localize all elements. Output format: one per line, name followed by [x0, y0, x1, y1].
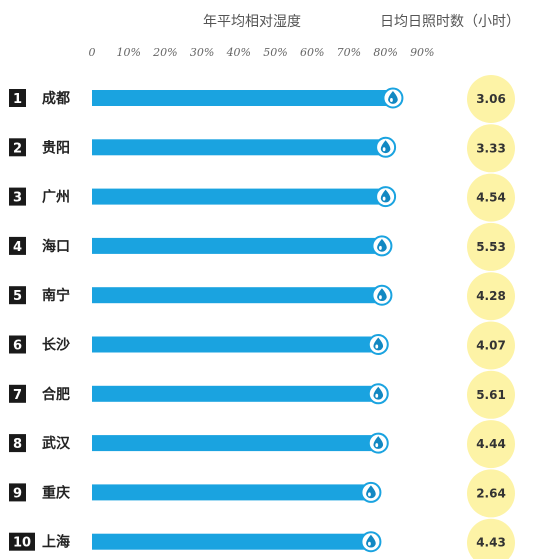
humidity-title: 年平均相对湿度	[203, 14, 301, 30]
rank-badge	[9, 236, 26, 255]
rank-label: 7	[13, 388, 22, 403]
rank-badge	[9, 335, 26, 354]
sunshine-value: 4.07	[476, 339, 506, 353]
sun-circle	[467, 173, 515, 222]
water-drop-shine	[375, 393, 379, 398]
city-label: 海口	[42, 238, 70, 255]
sunshine-value: 4.28	[476, 289, 506, 303]
city-label: 广州	[42, 189, 70, 206]
x-tick-label: 40%	[226, 46, 251, 59]
x-tick-label: 10%	[116, 46, 140, 59]
x-tick-label: 20%	[152, 46, 177, 59]
sun-circle	[467, 222, 515, 271]
sunshine-value: 3.06	[476, 92, 506, 106]
humidity-bar	[92, 484, 371, 501]
sunshine-value: 3.33	[476, 141, 506, 155]
water-drop-shine	[382, 147, 386, 152]
sunshine-value: 4.54	[476, 191, 506, 205]
sun-circle	[467, 469, 515, 518]
rank-label: 3	[13, 191, 22, 206]
x-tick-label: 80%	[373, 46, 397, 59]
city-label: 重庆	[42, 484, 70, 501]
rank-badge	[9, 187, 26, 206]
rank-label: 1	[13, 92, 22, 107]
water-drop-shine	[379, 245, 382, 250]
chart-rows: 1 成都 3.06 2 贵阳 3.33 3 广州 4.54 4 海口 5.53 5 南宁 4.28 6 长沙 4.…	[9, 75, 515, 559]
chart-row: 3 广州 4.54	[9, 173, 515, 222]
humidity-bar	[92, 237, 382, 254]
rank-badge	[9, 532, 35, 551]
sun-circle	[467, 272, 515, 321]
x-tick-label: 50%	[263, 46, 287, 59]
chart-row: 6 长沙 4.07	[9, 321, 515, 370]
chart-row: 10 上海 4.43	[9, 518, 515, 559]
x-axis-ticks: 0 10% 20% 30% 40% 50% 60% 70% 80% 90%	[89, 46, 435, 59]
rank-label: 8	[13, 437, 22, 452]
humidity-bar	[92, 533, 371, 550]
sunshine-value: 4.43	[476, 536, 506, 550]
sun-circle	[467, 420, 515, 469]
sun-circle	[467, 75, 515, 123]
water-drop-shine	[368, 541, 371, 546]
rank-badge	[9, 138, 26, 157]
rank-badge	[9, 483, 26, 502]
water-drop-shine	[382, 196, 386, 201]
water-drop-shine	[375, 344, 379, 349]
x-tick-label: 70%	[337, 46, 361, 59]
city-label: 贵阳	[42, 139, 70, 156]
sunshine-value: 5.53	[476, 240, 506, 254]
rank-badge	[9, 434, 26, 453]
sun-circle	[467, 321, 515, 370]
rank-badge	[9, 89, 26, 107]
chart-row: 1 成都 3.06	[9, 75, 515, 123]
sunshine-value: 5.61	[476, 388, 506, 402]
rank-label: 6	[13, 339, 22, 354]
chart-row: 4 海口 5.53	[9, 222, 515, 271]
chart-row: 8 武汉 4.44	[9, 420, 515, 469]
city-label: 长沙	[42, 337, 70, 354]
city-label: 武汉	[42, 435, 71, 452]
x-tick-label: 0	[89, 46, 96, 59]
city-label: 合肥	[42, 386, 70, 403]
city-label: 成都	[42, 90, 70, 107]
water-drop-shine	[390, 98, 393, 102]
x-tick-label: 30%	[190, 46, 214, 59]
sunshine-value: 4.44	[476, 437, 506, 451]
humidity-bar	[92, 139, 386, 156]
rank-label: 10	[13, 536, 31, 551]
city-label: 上海	[42, 534, 70, 551]
humidity-bar	[92, 90, 393, 106]
x-tick-label: 90%	[410, 46, 434, 59]
rank-badge	[9, 286, 26, 305]
chart-row: 9 重庆 2.64	[9, 469, 515, 518]
water-drop-shine	[368, 492, 371, 497]
chart-row: 2 贵阳 3.33	[9, 124, 515, 173]
rank-label: 5	[13, 289, 22, 304]
chart-row: 5 南宁 4.28	[9, 272, 515, 321]
humidity-bar	[92, 336, 379, 353]
humidity-bar	[92, 287, 382, 304]
city-label: 南宁	[42, 287, 70, 304]
humidity-bar	[92, 435, 379, 452]
humidity-bar	[92, 188, 386, 205]
sunshine-value: 2.64	[476, 486, 506, 500]
humidity-bar	[92, 385, 379, 402]
rank-label: 9	[13, 486, 22, 501]
sun-circle	[467, 518, 515, 559]
sun-circle	[467, 370, 515, 419]
rank-label: 4	[13, 240, 22, 255]
water-drop-shine	[375, 443, 379, 448]
x-tick-label: 60%	[300, 46, 324, 59]
sunshine-title: 日均日照时数（小时）	[380, 14, 520, 30]
sun-circle	[467, 124, 515, 173]
chart-row: 7 合肥 5.61	[9, 370, 515, 419]
water-drop-shine	[379, 295, 382, 300]
rank-badge	[9, 384, 26, 403]
rank-label: 2	[13, 141, 22, 156]
